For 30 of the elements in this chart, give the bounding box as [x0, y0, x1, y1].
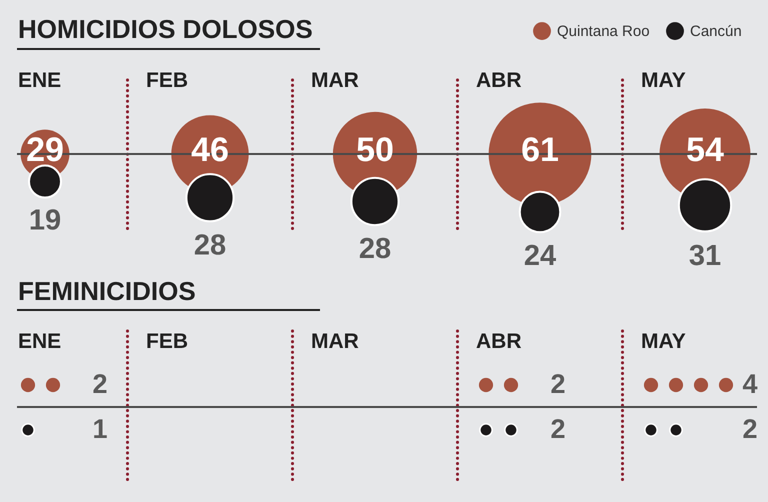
data-label: 50: [356, 131, 394, 169]
category-label: MAY: [641, 69, 686, 92]
category-label: FEB: [146, 330, 188, 353]
data-label: 28: [194, 229, 226, 262]
category-label: FEB: [146, 69, 188, 92]
data-label: 1: [92, 414, 108, 444]
text: FEMINICIDIOS: [18, 276, 196, 306]
data-label: 2: [742, 414, 758, 444]
data-label: 24: [524, 240, 556, 272]
category-label: ENE: [18, 69, 62, 92]
category-label: MAR: [311, 330, 359, 353]
data-label: 29: [26, 131, 64, 169]
legend-label: Cancún: [690, 23, 742, 40]
data-label: 2: [550, 414, 566, 444]
data-label: 28: [358, 233, 392, 266]
data-label: 19: [28, 204, 62, 237]
data-label: 46: [191, 131, 229, 169]
text: HOMICIDIOS DOLOSOS: [18, 14, 313, 44]
category-label: MAR: [311, 69, 359, 92]
category-label: ABR: [476, 330, 522, 353]
data-label: 2: [550, 369, 566, 399]
legend-label: Quintana Roo: [557, 23, 650, 40]
data-label: 2: [92, 369, 108, 399]
data-label: 4: [742, 369, 758, 399]
data-label: 54: [686, 131, 724, 169]
category-label: ENE: [18, 330, 62, 353]
category-label: ABR: [476, 69, 522, 92]
data-label: 31: [688, 240, 722, 272]
data-label: 61: [521, 131, 559, 169]
category-label: MAY: [641, 330, 686, 353]
